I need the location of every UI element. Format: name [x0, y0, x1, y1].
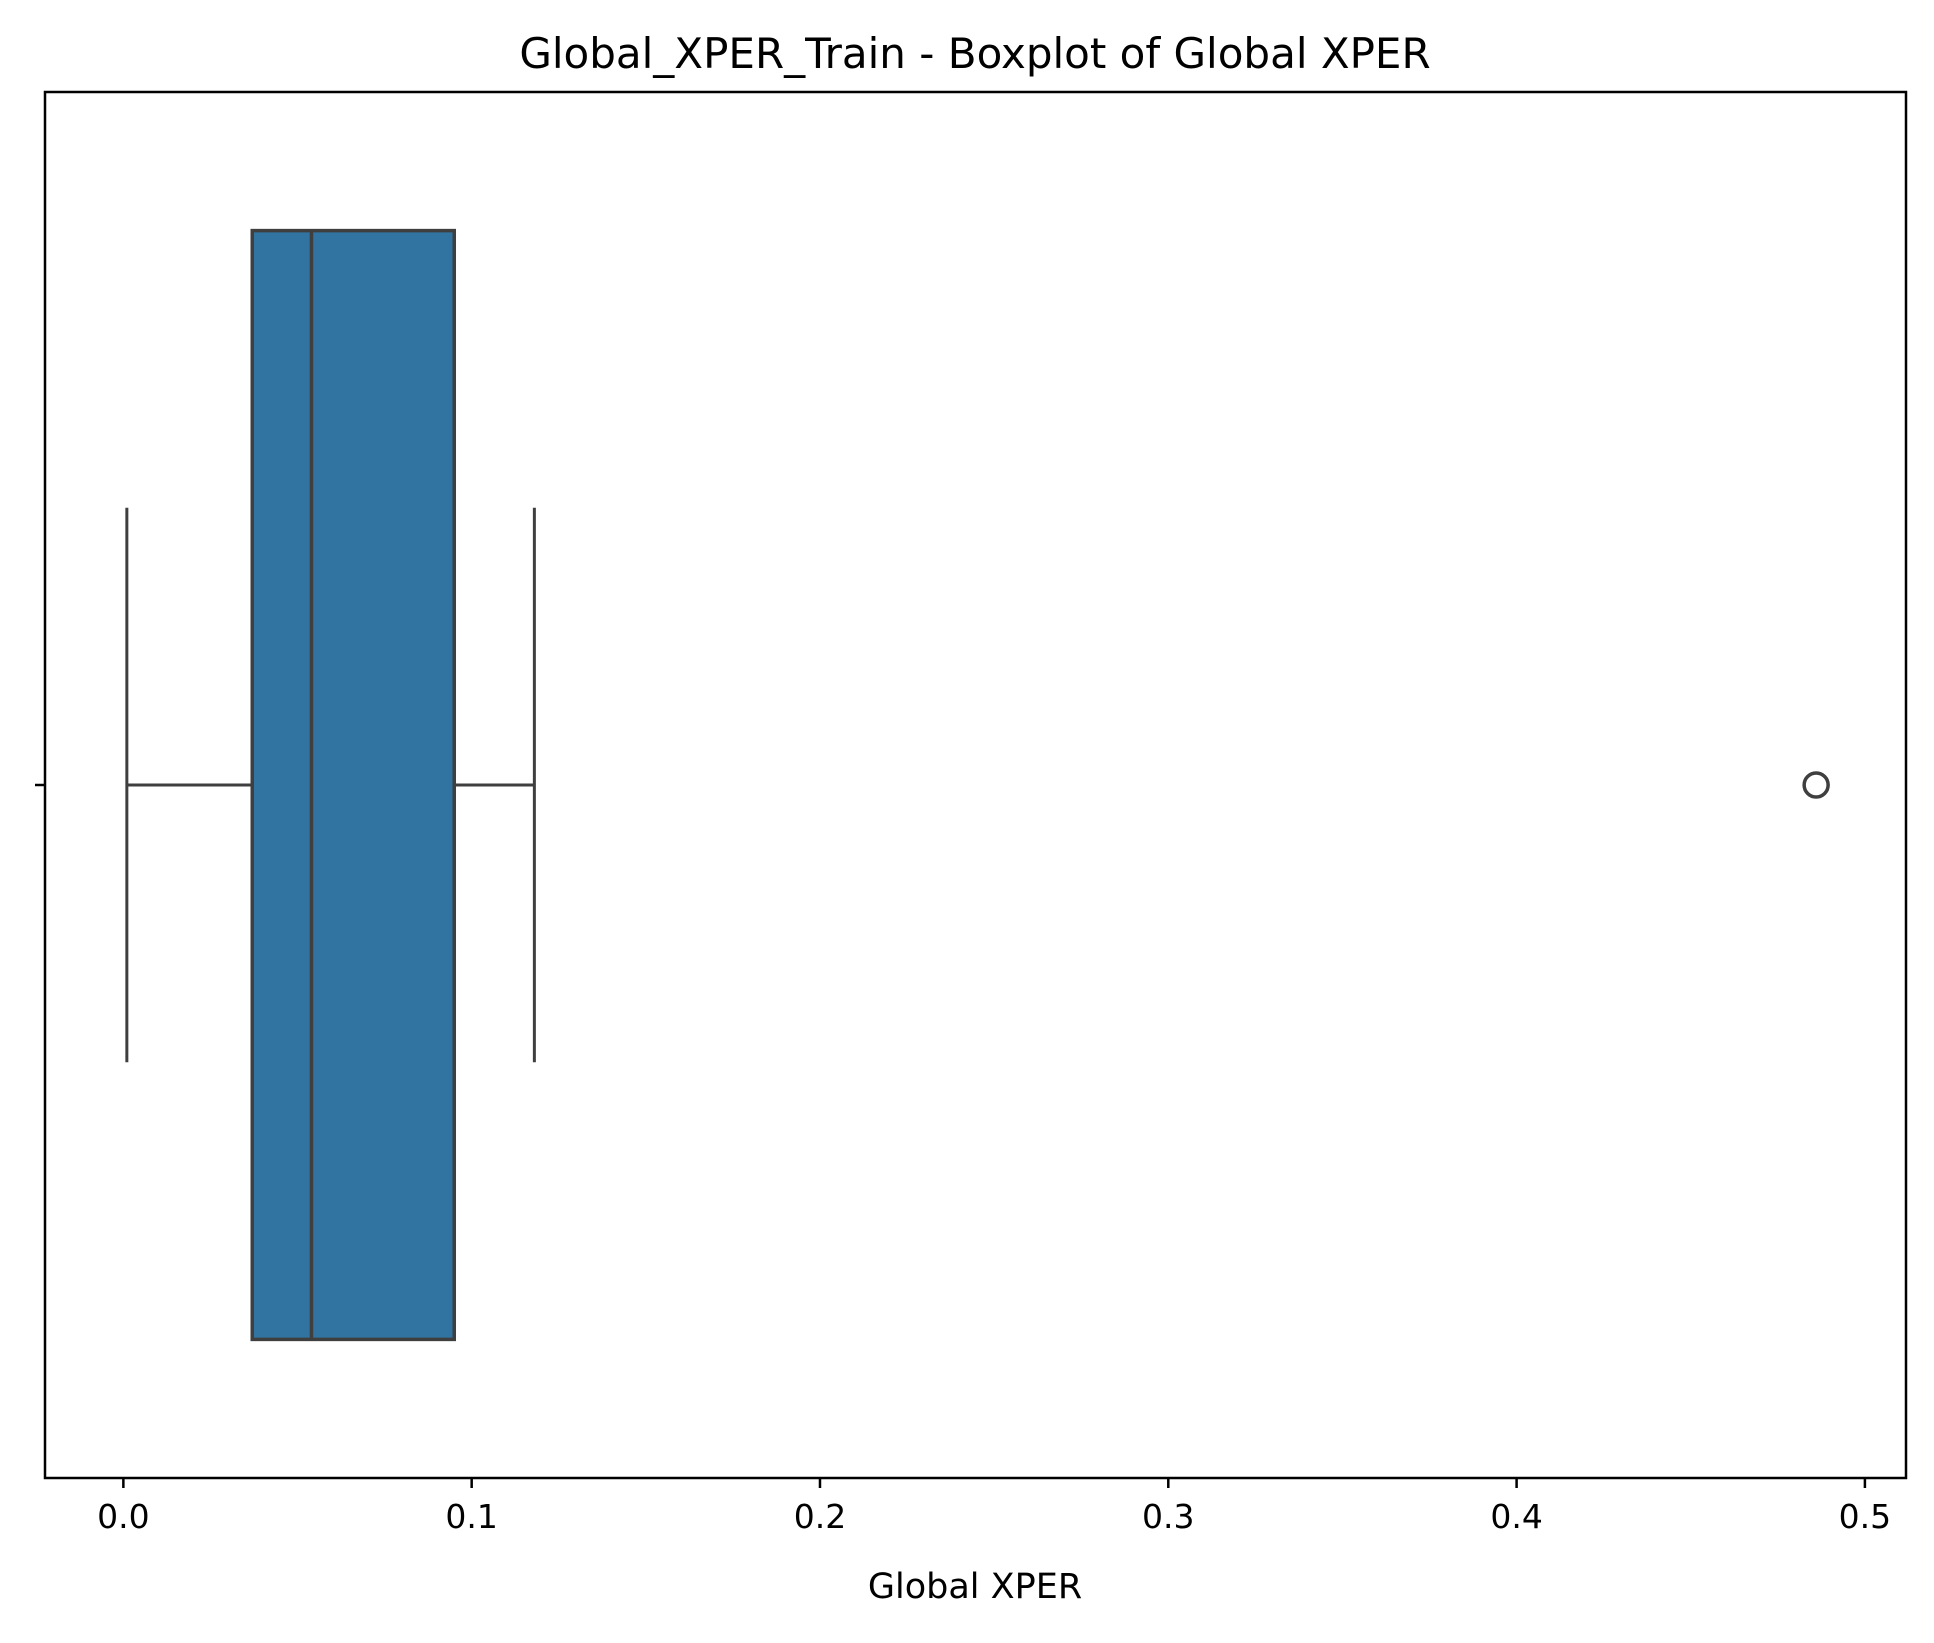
iqr-box: [250, 228, 457, 1342]
outlier-point: [1802, 771, 1830, 799]
chart-title: Global_XPER_Train - Boxplot of Global XP…: [519, 29, 1430, 78]
x-tick-label: 0.4: [1490, 1497, 1542, 1536]
x-tick-label: 0.0: [97, 1497, 149, 1536]
x-tick-label: 0.3: [1142, 1497, 1194, 1536]
x-axis: 0.0 0.1 0.2 0.3 0.4 0.5: [97, 1478, 1891, 1536]
x-axis-label: Global XPER: [868, 1567, 1082, 1607]
x-tick-label: 0.5: [1839, 1497, 1891, 1536]
x-tick-label: 0.2: [794, 1497, 846, 1536]
x-tick-label: 0.1: [445, 1497, 497, 1536]
box-group: [125, 228, 1830, 1342]
